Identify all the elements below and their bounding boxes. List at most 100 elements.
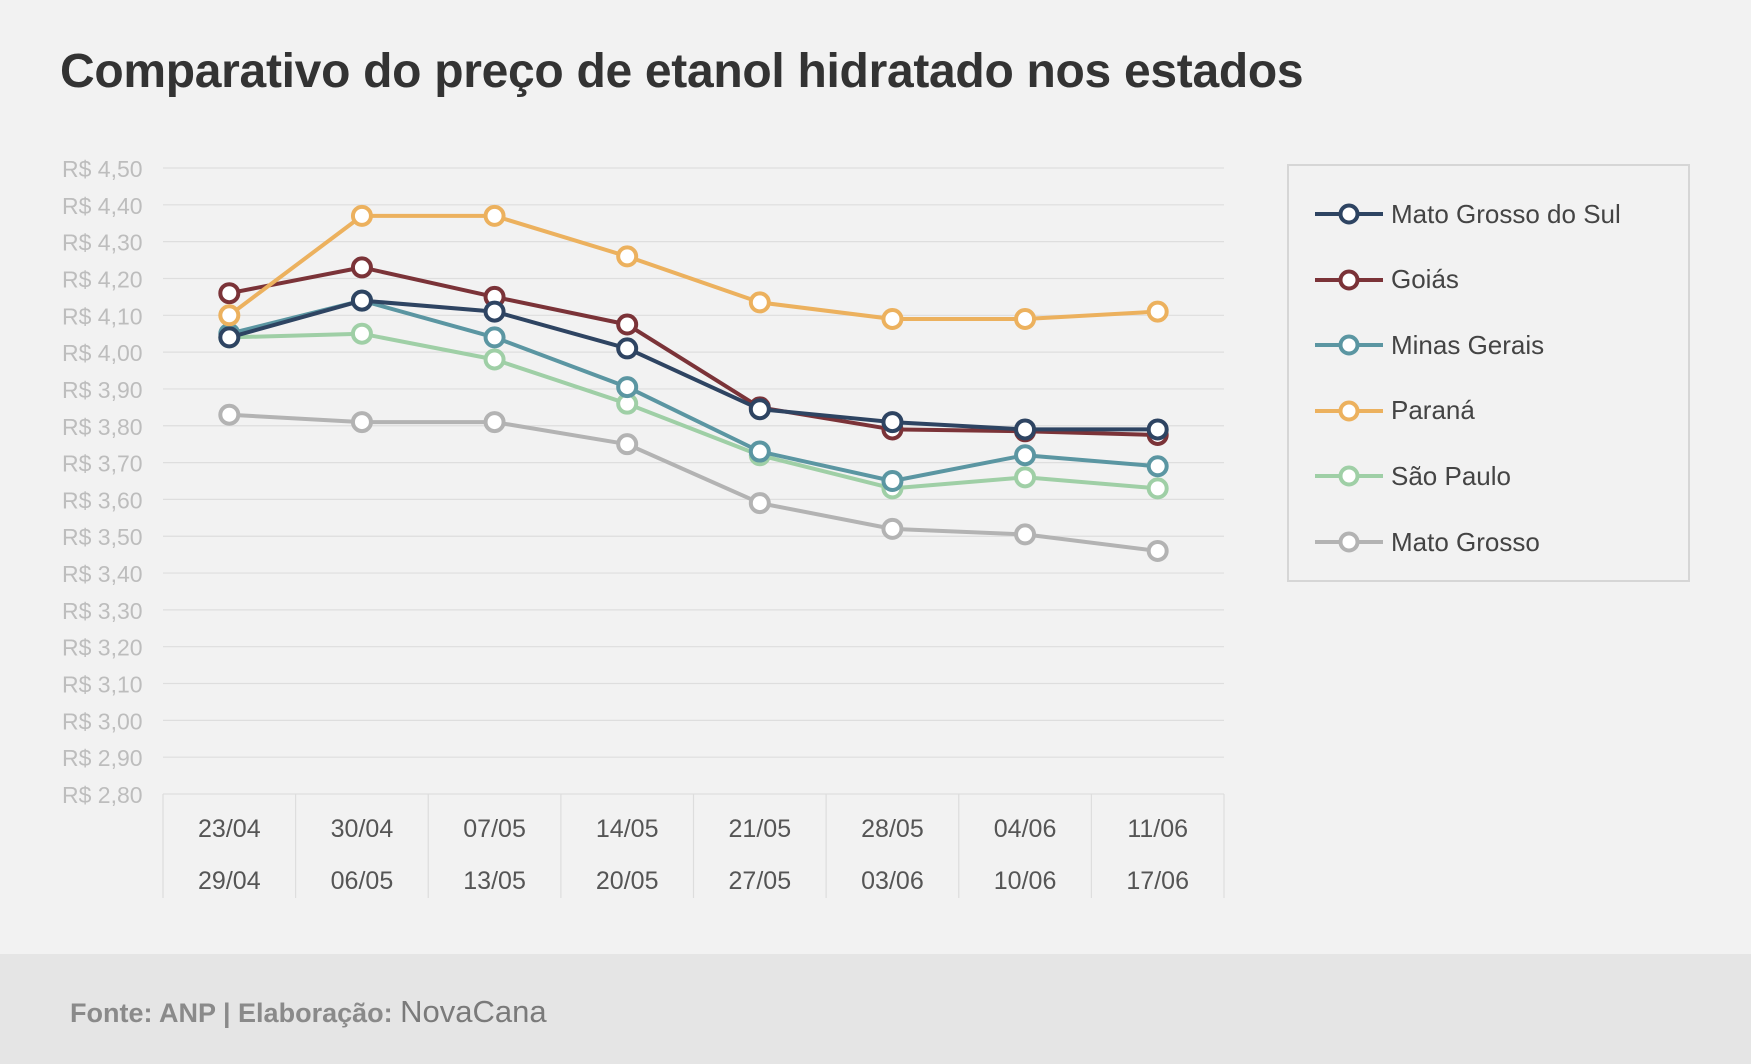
data-point bbox=[483, 348, 506, 371]
data-point bbox=[748, 492, 771, 515]
data-point bbox=[218, 403, 241, 426]
x-tick-label-start: 30/04 bbox=[331, 815, 394, 843]
x-tick-label-start: 07/05 bbox=[463, 815, 526, 843]
x-tick-label-end: 29/04 bbox=[198, 867, 261, 895]
y-tick-label: R$ 4,10 bbox=[62, 303, 143, 329]
footer: Fonte: ANP | Elaboração: NovaCana bbox=[0, 954, 1751, 1064]
chart-title: Comparativo do preço de etanol hidratado… bbox=[60, 45, 1304, 98]
x-tick-label-end: 13/05 bbox=[463, 867, 526, 895]
data-point bbox=[1146, 455, 1169, 478]
x-tick-label-end: 10/06 bbox=[994, 867, 1057, 895]
y-tick-label: R$ 4,40 bbox=[62, 193, 143, 219]
line-chart: R$ 4,50 R$ 4,40 R$ 4,30 R$ 4,20 R$ 4,10 R$ 4,… bbox=[62, 156, 1225, 898]
x-tick-label-end: 27/05 bbox=[729, 867, 792, 895]
y-tick-label: R$ 4,30 bbox=[62, 230, 143, 256]
y-tick-label: R$ 2,90 bbox=[62, 745, 143, 771]
x-tick-label-start: 04/06 bbox=[994, 815, 1057, 843]
data-point bbox=[616, 245, 639, 268]
x-tick-label-end: 20/05 bbox=[596, 867, 659, 895]
data-point bbox=[1014, 523, 1037, 546]
legend-swatch bbox=[1315, 400, 1383, 422]
series-line bbox=[229, 331, 1158, 491]
x-tick-label-end: 17/06 bbox=[1126, 867, 1189, 895]
data-point bbox=[350, 411, 373, 434]
legend-label: São Paulo bbox=[1391, 460, 1511, 491]
data-point bbox=[881, 470, 904, 492]
legend-item: Minas Gerais bbox=[1313, 325, 1544, 365]
y-tick-label: R$ 2,80 bbox=[62, 782, 143, 808]
data-point bbox=[881, 411, 904, 434]
data-point bbox=[616, 433, 639, 456]
legend-label: Goiás bbox=[1391, 264, 1459, 295]
data-point bbox=[483, 326, 506, 349]
legend-swatch bbox=[1315, 269, 1383, 291]
y-tick-label: R$ 4,50 bbox=[62, 156, 143, 182]
series-line bbox=[228, 298, 1158, 432]
x-axis: 23/04 29/04 30/04 06/05 07/05 13/05 14/05 20/05… bbox=[162, 794, 1225, 898]
series-line bbox=[228, 298, 1158, 483]
data-point bbox=[1014, 307, 1037, 330]
data-point bbox=[1014, 444, 1037, 467]
x-tick-label-start: 14/05 bbox=[596, 815, 659, 843]
source-note: Fonte: ANP | Elaboração: NovaCana bbox=[70, 994, 547, 1030]
data-point bbox=[350, 204, 373, 227]
series-mato-grosso-do-sul bbox=[218, 289, 1169, 441]
data-point bbox=[748, 398, 771, 421]
legend-item: Goiás bbox=[1313, 260, 1459, 300]
data-point bbox=[1014, 418, 1037, 441]
data-point bbox=[748, 291, 771, 314]
y-tick-label: R$ 3,10 bbox=[62, 672, 143, 698]
data-point bbox=[881, 517, 904, 540]
legend-label: Paraná bbox=[1391, 395, 1475, 426]
x-tick-label-start: 28/05 bbox=[861, 815, 924, 843]
data-point bbox=[483, 300, 506, 323]
series-line bbox=[228, 265, 1158, 437]
series-line bbox=[229, 412, 1158, 553]
y-tick-label: R$ 3,30 bbox=[62, 598, 143, 624]
data-point bbox=[483, 411, 506, 434]
series-lines bbox=[218, 204, 1169, 562]
y-tick-label: R$ 3,80 bbox=[62, 414, 143, 440]
data-point bbox=[616, 313, 639, 336]
y-tick-label: R$ 4,00 bbox=[62, 340, 143, 366]
legend-item: São Paulo bbox=[1313, 456, 1511, 496]
legend-swatch bbox=[1315, 465, 1383, 487]
data-point bbox=[218, 282, 241, 305]
legend-label: Mato Grosso do Sul bbox=[1391, 198, 1621, 229]
data-point bbox=[350, 289, 373, 312]
data-point bbox=[616, 376, 639, 399]
brand-name: NovaCana bbox=[400, 994, 547, 1029]
data-point bbox=[483, 204, 506, 227]
x-tick-label-end: 06/05 bbox=[331, 867, 394, 895]
y-tick-label: R$ 3,50 bbox=[62, 524, 143, 550]
data-point bbox=[881, 307, 904, 330]
data-point bbox=[218, 304, 241, 327]
data-point bbox=[1146, 418, 1169, 441]
legend-swatch bbox=[1315, 531, 1383, 553]
series-mato-grosso bbox=[218, 403, 1169, 562]
legend-label: Minas Gerais bbox=[1391, 329, 1545, 360]
data-point bbox=[748, 440, 771, 463]
legend-item: Mato Grosso do Sul bbox=[1313, 194, 1621, 234]
data-point bbox=[1146, 539, 1169, 562]
y-tick-label: R$ 3,40 bbox=[62, 561, 143, 587]
x-tick-label-start: 11/06 bbox=[1127, 815, 1188, 843]
y-axis: R$ 4,50 R$ 4,40 R$ 4,30 R$ 4,20 R$ 4,10 R$ 4,… bbox=[62, 156, 143, 808]
x-tick-label-start: 21/05 bbox=[729, 815, 792, 843]
source-text: Fonte: ANP | Elaboração: bbox=[70, 998, 393, 1028]
legend-swatch bbox=[1315, 334, 1383, 356]
legend: Mato Grosso do Sul Goiás Minas Gerais Paran… bbox=[1287, 164, 1690, 582]
data-point bbox=[1014, 466, 1037, 489]
y-tick-label: R$ 3,20 bbox=[62, 635, 143, 661]
data-point bbox=[1146, 477, 1169, 500]
y-tick-label: R$ 4,20 bbox=[62, 266, 143, 292]
series-line bbox=[228, 213, 1158, 321]
y-tick-label: R$ 3,00 bbox=[62, 708, 143, 734]
legend-item: Paraná bbox=[1313, 391, 1475, 431]
legend-item: Mato Grosso bbox=[1313, 522, 1540, 562]
legend-label: Mato Grosso bbox=[1391, 526, 1540, 557]
x-tick-label-start: 23/04 bbox=[198, 815, 261, 843]
legend-swatch bbox=[1315, 203, 1383, 225]
data-point bbox=[350, 256, 373, 279]
y-tick-label: R$ 3,60 bbox=[62, 487, 143, 513]
